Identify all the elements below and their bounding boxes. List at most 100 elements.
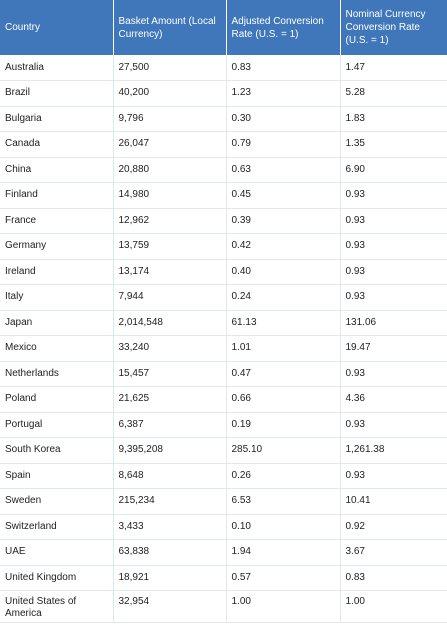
- cell-basket-amount: 18,921: [113, 565, 227, 591]
- cell-nominal-rate: 0.92: [340, 514, 447, 540]
- cell-country: Japan: [0, 310, 114, 336]
- cell-nominal-rate: 0.93: [340, 463, 447, 489]
- cell-basket-amount: 21,625: [113, 386, 227, 413]
- cell-basket-amount: 3,433: [113, 514, 227, 540]
- cell-country: UAE: [0, 539, 114, 566]
- cell-country: Portugal: [0, 412, 114, 438]
- cell-country: Spain: [0, 463, 114, 489]
- cell-nominal-rate: 0.93: [340, 412, 447, 438]
- table-row: Japan 2,014,548 61.13 131.06: [0, 310, 447, 336]
- cell-country: Mexico: [0, 335, 114, 362]
- cell-country: Sweden: [0, 488, 114, 515]
- header-basket-amount: Basket Amount (Local Currency): [113, 0, 227, 55]
- cell-nominal-rate: 6.90: [340, 157, 447, 183]
- cell-basket-amount: 13,759: [113, 233, 227, 260]
- cell-nominal-rate: 1.83: [340, 106, 447, 132]
- cell-nominal-rate: 5.28: [340, 80, 447, 107]
- cell-country: China: [0, 157, 114, 183]
- table-row: United States of America 32,954 1.00 1.00: [0, 590, 447, 623]
- cell-basket-amount: 33,240: [113, 335, 227, 362]
- cell-nominal-rate: 1.35: [340, 131, 447, 158]
- cell-nominal-rate: 0.83: [340, 565, 447, 591]
- cell-adjusted-rate: 6.53: [226, 488, 341, 515]
- cell-nominal-rate: 0.93: [340, 182, 447, 209]
- cell-adjusted-rate: 0.10: [226, 514, 341, 540]
- cell-adjusted-rate: 0.30: [226, 106, 341, 132]
- cell-adjusted-rate: 0.26: [226, 463, 341, 489]
- cell-nominal-rate: 4.36: [340, 386, 447, 413]
- table-row: China 20,880 0.63 6.90: [0, 157, 447, 183]
- cell-basket-amount: 8,648: [113, 463, 227, 489]
- cell-nominal-rate: 10.41: [340, 488, 447, 515]
- table-row: Finland 14,980 0.45 0.93: [0, 182, 447, 209]
- header-adjusted-rate: Adjusted Conversion Rate (U.S. = 1): [226, 0, 341, 55]
- cell-basket-amount: 215,234: [113, 488, 227, 515]
- cell-basket-amount: 32,954: [113, 590, 227, 623]
- cell-country: Ireland: [0, 259, 114, 285]
- cell-nominal-rate: 1.00: [340, 590, 447, 623]
- cell-adjusted-rate: 61.13: [226, 310, 341, 336]
- cell-adjusted-rate: 1.94: [226, 539, 341, 566]
- cell-adjusted-rate: 0.19: [226, 412, 341, 438]
- table-row: Italy 7,944 0.24 0.93: [0, 284, 447, 311]
- cell-basket-amount: 26,047: [113, 131, 227, 158]
- cell-country: United Kingdom: [0, 565, 114, 591]
- cell-adjusted-rate: 0.24: [226, 284, 341, 311]
- cell-basket-amount: 13,174: [113, 259, 227, 285]
- cell-country: South Korea: [0, 437, 114, 464]
- cell-adjusted-rate: 0.47: [226, 361, 341, 387]
- cell-basket-amount: 6,387: [113, 412, 227, 438]
- cell-basket-amount: 9,395,208: [113, 437, 227, 464]
- cell-nominal-rate: 0.93: [340, 259, 447, 285]
- cell-country: United States of America: [0, 590, 114, 623]
- cell-basket-amount: 12,962: [113, 208, 227, 234]
- cell-nominal-rate: 19.47: [340, 335, 447, 362]
- cell-adjusted-rate: 0.45: [226, 182, 341, 209]
- cell-adjusted-rate: 0.57: [226, 565, 341, 591]
- cell-country: Germany: [0, 233, 114, 260]
- cell-nominal-rate: 0.93: [340, 284, 447, 311]
- cell-country: Poland: [0, 386, 114, 413]
- cell-country: Switzerland: [0, 514, 114, 540]
- cell-nominal-rate: 0.93: [340, 208, 447, 234]
- table-row: Switzerland 3,433 0.10 0.92: [0, 514, 447, 540]
- cell-basket-amount: 9,796: [113, 106, 227, 132]
- header-row: Country Basket Amount (Local Currency) A…: [0, 0, 447, 55]
- cell-nominal-rate: 1,261.38: [340, 437, 447, 464]
- cell-country: Finland: [0, 182, 114, 209]
- table-row: Brazil 40,200 1.23 5.28: [0, 80, 447, 107]
- cell-adjusted-rate: 1.23: [226, 80, 341, 107]
- cell-basket-amount: 15,457: [113, 361, 227, 387]
- table-row: France 12,962 0.39 0.93: [0, 208, 447, 234]
- cell-nominal-rate: 3.67: [340, 539, 447, 566]
- cell-country: Canada: [0, 131, 114, 158]
- cell-country: Netherlands: [0, 361, 114, 387]
- cell-basket-amount: 27,500: [113, 55, 227, 81]
- table-row: Portugal 6,387 0.19 0.93: [0, 412, 447, 438]
- cell-adjusted-rate: 0.63: [226, 157, 341, 183]
- cell-basket-amount: 7,944: [113, 284, 227, 311]
- table-row: Bulgaria 9,796 0.30 1.83: [0, 106, 447, 132]
- cell-basket-amount: 2,014,548: [113, 310, 227, 336]
- table-row: Ireland 13,174 0.40 0.93: [0, 259, 447, 285]
- table-row: UAE 63,838 1.94 3.67: [0, 539, 447, 566]
- cell-nominal-rate: 1.47: [340, 55, 447, 81]
- cell-country: Bulgaria: [0, 106, 114, 132]
- header-nominal-rate: Nominal Currency Conversion Rate (U.S. =…: [340, 0, 447, 55]
- table-row: Sweden 215,234 6.53 10.41: [0, 488, 447, 515]
- table-row: Mexico 33,240 1.01 19.47: [0, 335, 447, 362]
- table-row: United Kingdom 18,921 0.57 0.83: [0, 565, 447, 591]
- table-row: Canada 26,047 0.79 1.35: [0, 131, 447, 158]
- cell-adjusted-rate: 0.40: [226, 259, 341, 285]
- cell-country: France: [0, 208, 114, 234]
- cell-basket-amount: 20,880: [113, 157, 227, 183]
- cell-adjusted-rate: 0.39: [226, 208, 341, 234]
- cell-adjusted-rate: 0.66: [226, 386, 341, 413]
- table-row: South Korea 9,395,208 285.10 1,261.38: [0, 437, 447, 464]
- cell-adjusted-rate: 0.79: [226, 131, 341, 158]
- table-row: Germany 13,759 0.42 0.93: [0, 233, 447, 260]
- table-row: Poland 21,625 0.66 4.36: [0, 386, 447, 413]
- cell-adjusted-rate: 1.01: [226, 335, 341, 362]
- cell-basket-amount: 14,980: [113, 182, 227, 209]
